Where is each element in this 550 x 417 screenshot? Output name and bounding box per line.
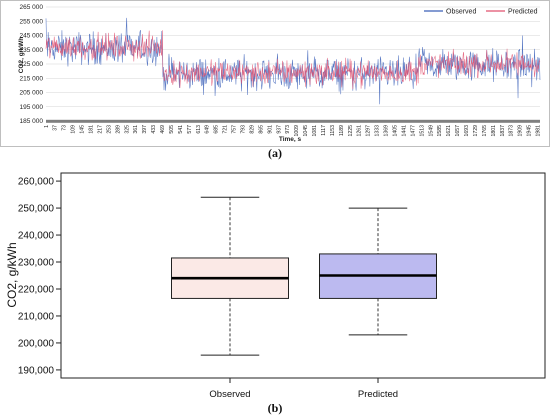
x-tick-label-a: 1441 [401, 125, 407, 137]
y-tick-label-a: 255 000 [20, 18, 44, 25]
x-tick-label-a: 289 [115, 125, 121, 134]
x-tick-label-a: 613 [196, 125, 202, 134]
x-tick-label-a: 253 [106, 125, 112, 134]
x-tick-label-a: 865 [258, 125, 264, 134]
x-tick-label-a: 1909 [518, 125, 524, 137]
y-tick-label-a: 225 000 [20, 61, 44, 68]
x-tick-label-a: 1513 [419, 125, 425, 137]
y-tick-label-a: 215 000 [20, 75, 44, 82]
x-tick-label-a: 1585 [437, 125, 443, 137]
x-tick-label-a: 433 [151, 125, 157, 134]
x-tick-label-a: 397 [142, 125, 148, 134]
x-tick-label-a: 793 [241, 125, 247, 134]
x-tick-label-a: 73 [62, 125, 68, 131]
x-tick-label-a: 181 [89, 125, 95, 134]
x-tick-label-a: 1873 [509, 125, 515, 137]
x-tick-label-a: 829 [249, 125, 255, 134]
y-tick-label-b: 260,000 [18, 177, 55, 188]
y-axis-title-a: CO2, g/kWh [18, 37, 25, 74]
box-predicted [319, 207, 437, 336]
x-tick-label-a: 1369 [384, 125, 390, 137]
x-tick-label-a: 577 [187, 125, 193, 134]
box-plot-frame [60, 172, 546, 379]
y-tick-label-b: 240,000 [18, 231, 55, 242]
x-tick-label-a: 1153 [330, 125, 336, 136]
y-tick-label-b: 210,000 [18, 311, 55, 322]
box-observed [171, 196, 289, 356]
y-tick-label-a: 205 000 [20, 90, 44, 97]
series-line-predicted [45, 30, 541, 90]
y-tick-label-a: 235 000 [20, 47, 44, 54]
x-tick-label-a: 1765 [482, 125, 488, 137]
x-tick-label-a: 1 [44, 125, 50, 128]
x-tick-label-a: 1045 [303, 125, 309, 137]
x-tick-label-a: 1333 [375, 125, 381, 137]
x-tick-label-a: 1621 [446, 125, 452, 137]
x-tick-label-a: 757 [232, 125, 238, 134]
x-tick-label-a: 901 [267, 125, 273, 134]
x-tick-label-a: 1657 [455, 125, 461, 137]
y-tick-label-b: 220,000 [18, 284, 55, 295]
y-tick-label-a: 265 000 [20, 4, 44, 11]
x-tick-label-a: 1189 [339, 125, 345, 136]
box-plot-chart: 190,000 200,000 210,000 220,000 230,000 240,0… [5, 172, 546, 415]
x-tick-label-a: 1693 [464, 125, 470, 137]
y-axis-title-b: CO2, g/kWh [5, 242, 19, 307]
x-tick-label-a: 1981 [536, 125, 542, 137]
y-tick-label-a: 185 000 [20, 118, 44, 125]
x-tick-label-a: 1945 [527, 125, 533, 137]
x-tick-label-a: 937 [276, 125, 282, 134]
x-tick-label-a: 1837 [500, 125, 506, 137]
series-line-observed [45, 17, 541, 105]
x-tick-label-a: 109 [71, 125, 77, 134]
y-tick-label-a: 195 000 [20, 104, 44, 111]
legend-observed-label: Observed [446, 9, 476, 16]
x-tick-label-a: 1297 [366, 125, 372, 137]
x-axis-baseline-a [46, 119, 540, 123]
y-tick-label-b: 190,000 [18, 365, 55, 376]
x-tick-label-a: 721 [223, 125, 229, 134]
x-tick-label-a: 1225 [348, 125, 354, 137]
x-tick-label-a: 361 [133, 125, 139, 134]
legend-predicted-label: Predicted [508, 9, 538, 16]
x-tick-label-a: 1801 [491, 125, 497, 137]
panel-label-b: (b) [268, 401, 283, 415]
x-tick-label-a: 469 [160, 125, 166, 134]
x-tick-label-a: 541 [178, 125, 184, 134]
x-tick-label-a: 1477 [410, 125, 416, 137]
y-tick-label-b: 200,000 [18, 338, 55, 349]
x-tick-label-a: 973 [285, 125, 291, 134]
x-tick-label-a: 1405 [393, 125, 399, 137]
y-tick-label-b: 250,000 [18, 204, 55, 215]
x-tick-label-a: 145 [80, 125, 86, 134]
x-tick-label-a: 649 [205, 125, 211, 134]
x-tick-label-a: 1261 [357, 125, 363, 137]
y-tick-label-b: 230,000 [18, 258, 55, 269]
category-label-observed: Observed [209, 389, 250, 400]
x-tick-label-a: 1117 [321, 125, 327, 136]
time-series-chart: 185 000 195 000 205 000 215 000 225 000 235 0… [0, 0, 550, 160]
x-tick-label-a: 505 [169, 125, 175, 134]
legend-a: Observed Predicted [424, 9, 538, 16]
x-tick-label-a: 217 [97, 125, 103, 134]
x-tick-label-a: 1009 [294, 125, 300, 137]
x-tick-label-a: 1549 [428, 125, 434, 137]
x-tick-label-a: 325 [124, 125, 130, 134]
x-tick-label-a: 1081 [312, 125, 318, 137]
panel-label-a: (a) [268, 146, 282, 160]
category-label-predicted: Predicted [358, 389, 398, 400]
x-tick-label-a: 37 [53, 125, 59, 131]
x-tick-label-a: 685 [214, 125, 220, 134]
x-tick-label-a: 1729 [473, 125, 479, 137]
x-axis-title-a: Time, s [279, 136, 302, 143]
y-tick-label-a: 245 000 [20, 33, 44, 40]
